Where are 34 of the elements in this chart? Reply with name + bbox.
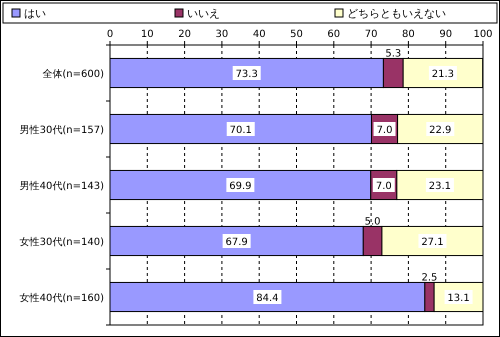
- data-label: 22.9: [429, 125, 452, 136]
- data-label: 67.9: [226, 237, 248, 248]
- data-label: 7.0: [376, 181, 392, 192]
- x-tick-label: 80: [402, 29, 415, 40]
- y-tick-label: 男性30代(n=157): [20, 124, 104, 136]
- legend-label: はい: [24, 7, 46, 20]
- y-tick-label: 全体(n=600): [42, 68, 104, 80]
- y-tick-label: 女性40代(n=160): [20, 292, 104, 304]
- data-label: 13.1: [447, 293, 470, 304]
- x-tick-label: 20: [178, 29, 191, 40]
- data-label: 5.0: [364, 216, 381, 228]
- legend-label: どちらともいえない: [347, 7, 446, 20]
- data-label: 70.1: [230, 125, 252, 136]
- data-label: 23.1: [428, 181, 452, 192]
- x-tick-label: 100: [473, 29, 493, 40]
- data-label: 69.9: [229, 181, 252, 192]
- x-tick-label: 60: [327, 29, 340, 40]
- y-tick-label: 男性40代(n=143): [20, 180, 104, 192]
- x-tick-label: 50: [290, 29, 303, 40]
- data-label: 73.3: [236, 69, 258, 80]
- x-tick-label: 10: [140, 29, 154, 40]
- data-label: 27.1: [421, 237, 444, 248]
- data-label: 5.3: [385, 48, 402, 60]
- data-label: 84.4: [256, 293, 279, 304]
- x-tick-label: 90: [439, 29, 452, 40]
- x-tick-label: 30: [216, 29, 228, 40]
- y-tick-label: 女性30代(n=140): [20, 236, 104, 248]
- legend-label: いいえ: [187, 7, 220, 20]
- x-tick-label: 40: [252, 29, 266, 40]
- data-label: 7.0: [376, 125, 392, 136]
- x-tick-label: 0: [106, 29, 114, 40]
- data-label: 21.3: [432, 69, 454, 80]
- x-tick-label: 70: [364, 29, 378, 40]
- data-label: 2.5: [422, 272, 438, 284]
